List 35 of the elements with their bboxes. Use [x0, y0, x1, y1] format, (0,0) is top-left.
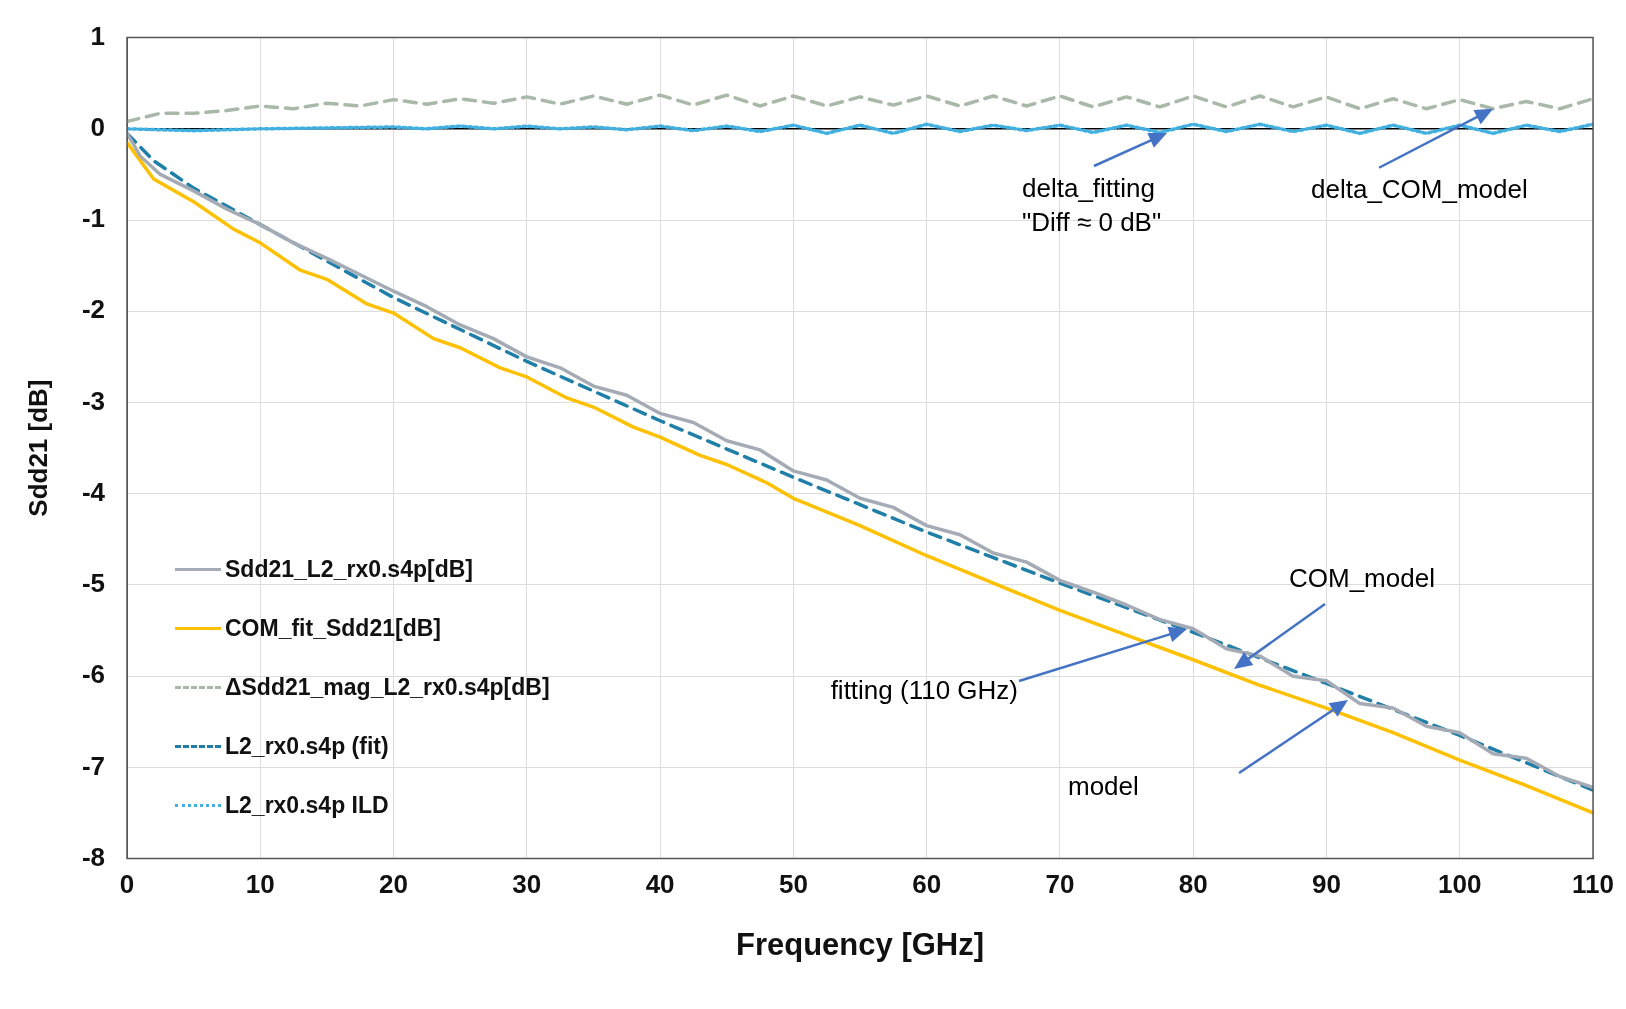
annotation: delta_COM_model [1311, 174, 1528, 205]
y-axis-title: Sdd21 [dB] [22, 379, 53, 517]
y-tick-label: 0 [90, 111, 105, 142]
y-tick-label: -1 [81, 203, 105, 234]
x-tick-label: 100 [1438, 869, 1482, 900]
legend-label: ΔSdd21_mag_L2_rx0.s4p[dB] [225, 673, 550, 701]
annotation: delta_fitting "Diff ≈ 0 dB" [1022, 173, 1162, 238]
y-tick-label: -5 [81, 568, 105, 599]
x-tick-label: 0 [119, 869, 135, 900]
x-tick-label: 50 [778, 869, 808, 900]
legend-label: Sdd21_L2_rx0.s4p[dB] [225, 555, 473, 583]
annotation: model [1068, 771, 1139, 802]
legend-label: L2_rx0.s4p (fit) [225, 732, 389, 760]
x-axis-title: Frequency [GHz] [736, 926, 985, 962]
x-tick-label: 110 [1572, 869, 1614, 900]
x-tick-label: 30 [512, 869, 542, 900]
x-tick-label: 60 [912, 869, 942, 900]
line-series [127, 93, 1594, 124]
y-tick-label: -8 [81, 841, 105, 872]
x-tick-label: 40 [645, 869, 675, 900]
annotation: COM_model [1289, 563, 1435, 594]
y-tick-label: -3 [81, 385, 105, 416]
y-tick-label: 1 [90, 20, 105, 51]
y-tick-label: -6 [81, 659, 105, 690]
legend-label: COM_fit_Sdd21[dB] [225, 614, 441, 642]
y-tick-label: -4 [81, 476, 106, 507]
legend-label: L2_rx0.s4p ILD [225, 791, 389, 819]
x-tick-label: 80 [1178, 869, 1208, 900]
y-tick-label: -2 [81, 294, 105, 325]
annotation: fitting (110 GHz) [830, 675, 1018, 706]
x-tick-label: 70 [1045, 869, 1075, 900]
x-tick-label: 10 [245, 869, 275, 900]
x-tick-label: 90 [1312, 869, 1341, 900]
y-tick-label: -7 [81, 750, 105, 781]
x-tick-label: 20 [379, 869, 409, 900]
